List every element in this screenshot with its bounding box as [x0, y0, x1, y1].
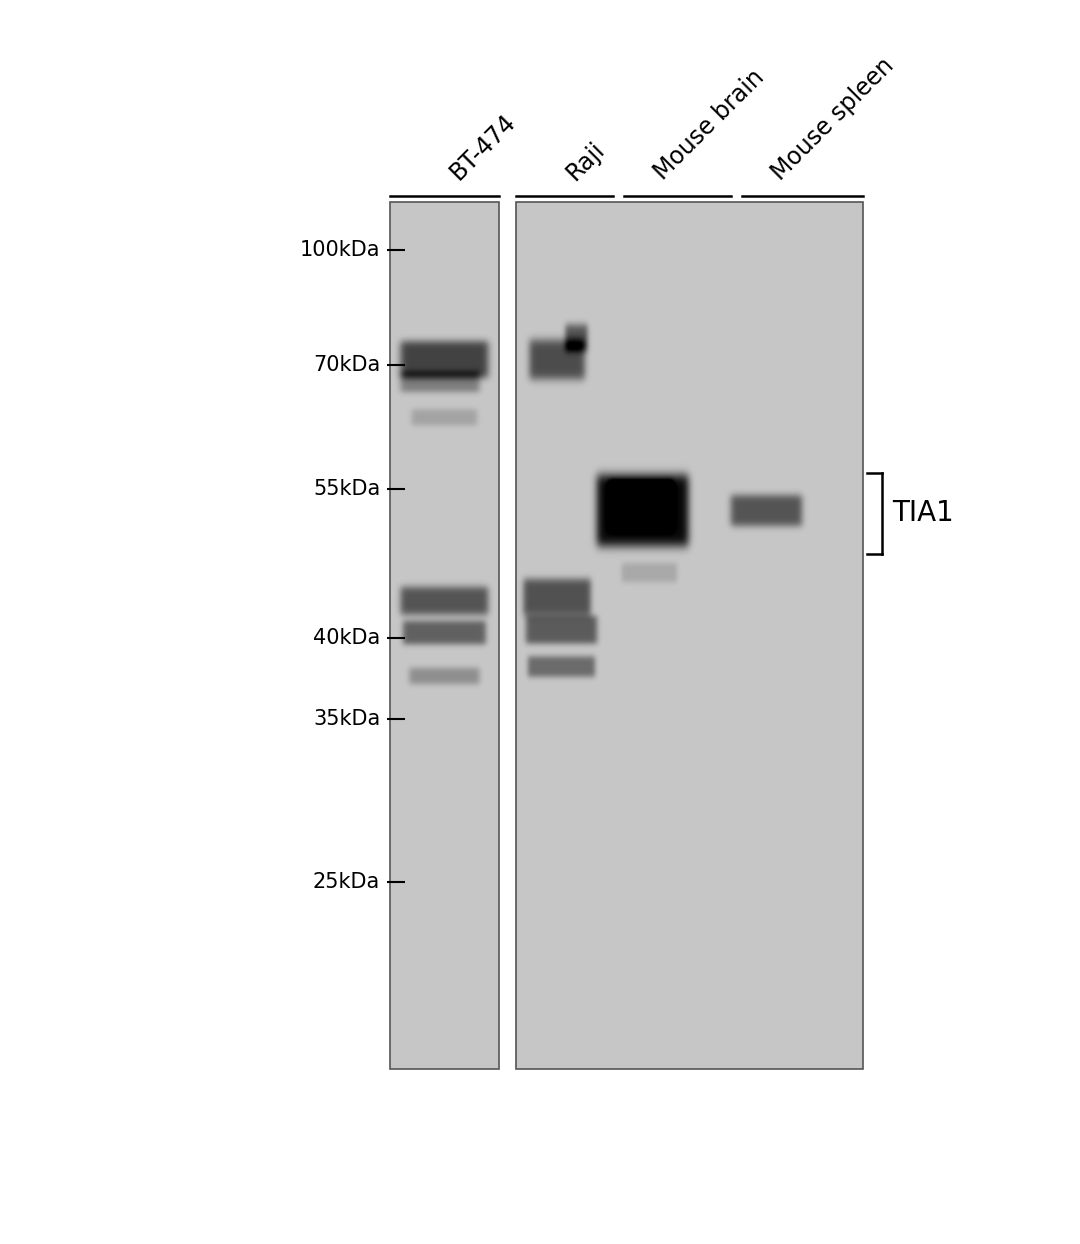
Text: 100kDa: 100kDa [300, 240, 380, 260]
Text: 55kDa: 55kDa [313, 479, 380, 499]
Text: 40kDa: 40kDa [313, 628, 380, 648]
Text: BT-474: BT-474 [445, 109, 519, 184]
Bar [516, 202, 863, 1069]
Text: 70kDa: 70kDa [313, 355, 380, 374]
Text: Raji: Raji [562, 137, 610, 184]
Text: 35kDa: 35kDa [313, 709, 380, 729]
Bar [390, 202, 499, 1069]
Text: TIA1: TIA1 [892, 499, 955, 527]
Text: 25kDa: 25kDa [313, 872, 380, 892]
Text: Mouse brain: Mouse brain [650, 65, 769, 184]
Text: Mouse spleen: Mouse spleen [767, 53, 899, 184]
